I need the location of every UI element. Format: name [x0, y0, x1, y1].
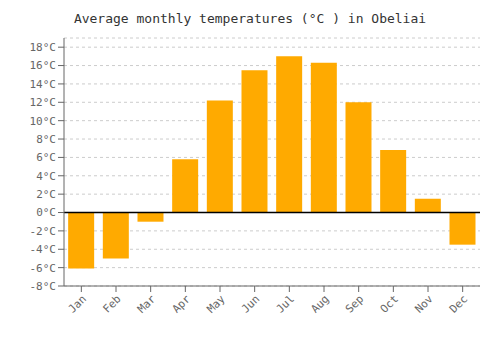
svg-text:Mar: Mar: [135, 292, 159, 316]
svg-text:8°C: 8°C: [36, 133, 56, 146]
svg-text:4°C: 4°C: [36, 170, 56, 183]
svg-text:16°C: 16°C: [30, 59, 57, 72]
svg-text:-8°C: -8°C: [30, 280, 57, 293]
html-text:Average monthly temperatures (: Average monthly temperatures (°C ) in Ob…: [73, 11, 427, 26]
svg-text:0°C: 0°C: [36, 206, 56, 219]
svg-text:Oct: Oct: [378, 292, 401, 315]
svg-text:-4°C: -4°C: [30, 243, 57, 256]
svg-text:12°C: 12°C: [30, 96, 57, 109]
svg-text:6°C: 6°C: [36, 151, 56, 164]
svg-text:10°C: 10°C: [30, 115, 57, 128]
svg-text:Jun: Jun: [239, 292, 262, 315]
svg-text:May: May: [204, 292, 228, 316]
svg-text:-2°C: -2°C: [30, 225, 57, 238]
svg-text:-6°C: -6°C: [30, 262, 57, 275]
svg-text:Dec: Dec: [447, 292, 470, 315]
svg-text:Jul: Jul: [274, 292, 297, 315]
svg-text:Jan: Jan: [66, 292, 89, 315]
svg-text:Feb: Feb: [100, 292, 123, 315]
svg-text:Nov: Nov: [412, 292, 436, 316]
svg-text:Aug: Aug: [308, 292, 331, 315]
svg-text:2°C: 2°C: [36, 188, 56, 201]
svg-text:Apr: Apr: [170, 292, 194, 316]
svg-text:14°C: 14°C: [30, 78, 57, 91]
svg-text:Sep: Sep: [343, 292, 366, 315]
svg-text:18°C: 18°C: [30, 41, 57, 54]
